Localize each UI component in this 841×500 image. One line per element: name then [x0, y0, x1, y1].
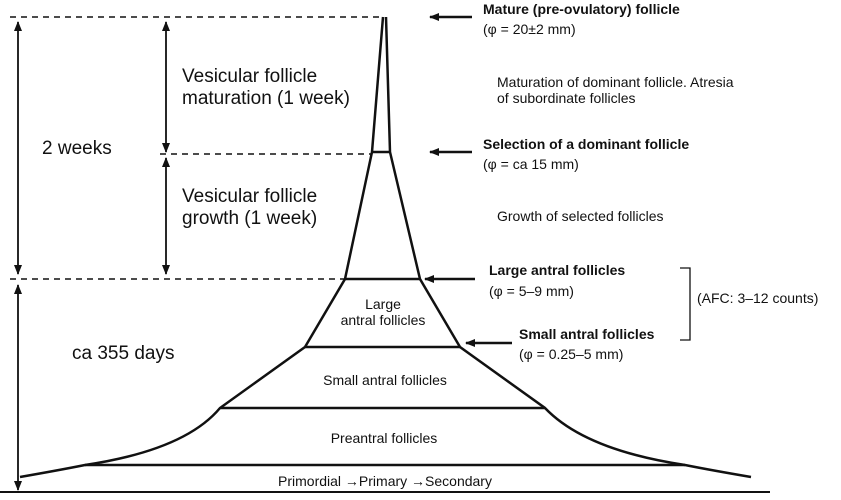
ca-355-days-label: ca 355 days	[72, 343, 175, 364]
large-antral-band-line2: antral follicles	[340, 312, 426, 329]
primordial-band-label: Primordial →Primary →Secondary	[278, 473, 492, 489]
pyramid-right-edge	[384, 16, 752, 479]
selection-size: (φ = ca 15 mm)	[483, 156, 579, 172]
mature-follicle-title: Mature (pre-ovulatory) follicle	[483, 1, 680, 17]
large-antral-title: Large antral follicles	[489, 262, 626, 278]
preantral-band-label: Preantral follicles	[330, 430, 438, 446]
two-weeks-label: 2 weeks	[42, 138, 112, 159]
selection-title: Selection of a dominant follicle	[483, 136, 690, 152]
dashed-guides	[10, 16, 383, 280]
maturation-description-line1: Maturation of dominant follicle. Atresia	[497, 74, 734, 90]
afc-bracket	[680, 267, 691, 341]
growth-description: Growth of selected follicles	[497, 208, 664, 224]
pointer-arrows	[424, 13, 512, 347]
growth-week-line2: growth (1 week)	[182, 207, 318, 229]
pyramid-left-edge	[19, 16, 385, 479]
maturation-week-line1: Vesicular follicle	[182, 66, 318, 87]
growth-week-line1: Vesicular follicle	[182, 186, 318, 207]
maturation-description: Maturation of dominant follicle. Atresia…	[497, 74, 734, 106]
small-antral-band-label: Small antral follicles	[323, 372, 447, 388]
growth-week-label: Vesicular follicle growth (1 week)	[182, 186, 317, 230]
large-antral-size: (φ = 5–9 mm)	[489, 283, 574, 299]
pyramid-outline	[19, 16, 752, 479]
small-antral-size: (φ = 0.25–5 mm)	[519, 346, 624, 362]
large-antral-band-line1: Large	[365, 296, 401, 312]
small-antral-title: Small antral follicles	[519, 326, 655, 342]
maturation-week-line2: maturation (1 week)	[182, 87, 350, 109]
mature-follicle-size: (φ = 20±2 mm)	[483, 21, 576, 37]
maturation-week-label: Vesicular follicle maturation (1 week)	[182, 66, 350, 110]
maturation-description-line2: of subordinate follicles	[497, 90, 636, 107]
afc-label: (AFC: 3–12 counts)	[697, 290, 819, 306]
time-arrows	[14, 21, 170, 491]
large-antral-band-label: Large antral follicles	[341, 296, 426, 328]
